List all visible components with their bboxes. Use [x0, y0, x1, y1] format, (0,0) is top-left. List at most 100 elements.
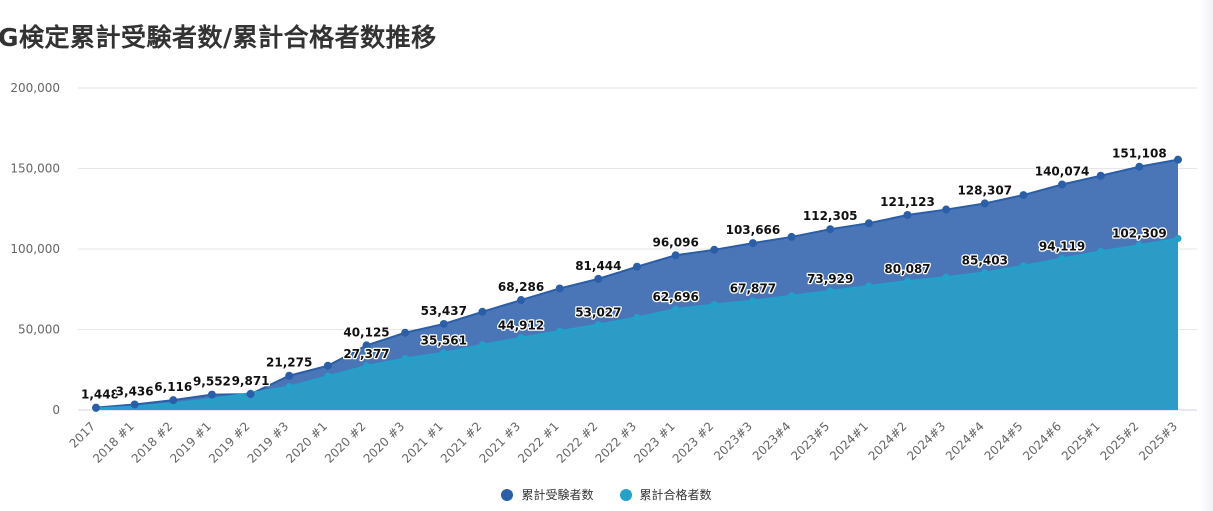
- data-point-passers: [942, 273, 950, 281]
- y-tick-label: 0: [52, 403, 60, 417]
- y-tick-label: 50,000: [18, 323, 60, 337]
- data-point-passers: [904, 277, 911, 285]
- data-point-passers: [1097, 247, 1105, 255]
- data-point-passers: [1058, 254, 1066, 262]
- y-tick-label: 200,000: [10, 81, 60, 95]
- x-tick-label: 2024#4: [943, 419, 987, 463]
- x-tick-label: 2024#5: [982, 419, 1026, 463]
- data-point-passers: [981, 269, 989, 277]
- data-label-examinees: 21,275: [266, 356, 312, 370]
- data-point-examinees: [401, 328, 410, 337]
- legend-item-passers[interactable]: 累計合格者数: [619, 486, 712, 503]
- data-point-passers: [633, 313, 641, 321]
- data-point-passers: [401, 354, 409, 362]
- data-label-examinees: 68,286: [498, 280, 544, 294]
- data-label-examinees: 128,307: [957, 183, 1012, 197]
- legend-marker-passers: [619, 488, 632, 501]
- data-point-examinees: [92, 403, 100, 412]
- data-label-passers: 35,561: [421, 334, 467, 348]
- x-tick-label: 2024#3: [904, 419, 948, 463]
- data-point-examinees: [555, 284, 564, 293]
- x-tick-label: 2019 #2: [206, 419, 253, 466]
- x-tick-label: 2023 #2: [670, 419, 717, 466]
- y-tick-label: 150,000: [10, 162, 60, 176]
- x-tick-label: 2023#3: [711, 419, 755, 463]
- data-point-passers: [826, 287, 834, 295]
- x-tick-label: 2018 #1: [90, 419, 137, 466]
- data-point-examinees: [942, 205, 951, 214]
- x-tick-label: 2018 #2: [129, 419, 176, 466]
- data-point-passers: [478, 341, 486, 349]
- data-point-examinees: [903, 210, 912, 219]
- data-point-examinees: [671, 251, 680, 260]
- data-label-examinees: 121,123: [880, 195, 935, 209]
- data-label-passers: 85,403: [962, 254, 1008, 268]
- x-tick-label: 2024#1: [827, 419, 871, 463]
- data-label-passers: 73,929: [807, 272, 853, 286]
- data-point-examinees: [362, 341, 371, 350]
- x-tick-label: 2025#3: [1136, 419, 1180, 463]
- data-label-examinees: 96,096: [652, 235, 698, 249]
- x-tick-label: 2020 #3: [361, 419, 408, 466]
- data-label-passers: 67,877: [730, 282, 776, 296]
- x-tick-label: 2019 #3: [245, 419, 292, 466]
- legend-label-examinees: 累計受験者数: [521, 488, 594, 502]
- chart-title: G検定累計受験者数/累計合格者数推移: [0, 23, 437, 52]
- data-point-examinees: [169, 396, 178, 405]
- data-point-examinees: [285, 371, 294, 380]
- x-tick-label: 2022 #1: [515, 419, 562, 466]
- x-tick-label: 2021 #1: [399, 419, 446, 466]
- x-tick-label: 2021 #3: [476, 419, 523, 466]
- x-tick-label: 2023#4: [750, 419, 794, 463]
- data-point-examinees: [826, 225, 835, 234]
- data-label-examinees: 53,437: [421, 304, 467, 318]
- x-tick-label: 2020 #2: [322, 419, 369, 466]
- scrollbar-edge: [1199, 0, 1213, 511]
- data-point-passers: [672, 305, 680, 313]
- data-point-examinees: [748, 239, 757, 248]
- data-point-examinees: [1135, 162, 1144, 171]
- x-tick-label: 2019 #1: [167, 419, 214, 466]
- data-point-examinees: [246, 390, 255, 399]
- data-point-passers: [710, 301, 718, 309]
- data-label-passers: 94,119: [1039, 239, 1085, 253]
- x-tick-label: 2022 #3: [592, 419, 639, 466]
- x-tick-label: 2025#2: [1097, 419, 1141, 463]
- data-point-passers: [440, 349, 448, 357]
- data-label-examinees: 40,125: [343, 325, 389, 339]
- legend-marker-examinees: [501, 488, 514, 501]
- data-point-examinees: [1096, 171, 1105, 180]
- data-point-passers: [324, 372, 332, 380]
- data-point-examinees: [980, 199, 989, 208]
- data-label-passers: 62,696: [652, 290, 698, 304]
- data-point-passers: [285, 383, 293, 391]
- legend-item-examinees[interactable]: 累計受験者数: [501, 486, 594, 503]
- data-point-passers: [517, 334, 525, 342]
- data-label-passers: 53,027: [575, 306, 621, 320]
- data-point-examinees: [478, 307, 487, 316]
- data-point-passers: [749, 297, 757, 305]
- x-tick-label: 2023#5: [788, 419, 832, 463]
- data-point-passers: [788, 292, 796, 300]
- data-label-examinees: 9,871: [232, 374, 270, 388]
- data-point-examinees: [787, 232, 796, 241]
- data-point-examinees: [207, 390, 216, 399]
- data-point-examinees: [594, 274, 603, 283]
- y-tick-label: 100,000: [10, 242, 60, 256]
- data-point-examinees: [323, 361, 332, 370]
- x-tick-label: 2023 #1: [631, 419, 678, 466]
- data-point-passers: [1135, 241, 1143, 249]
- x-tick-label: 2025#1: [1059, 419, 1103, 463]
- data-label-examinees: 112,305: [803, 209, 858, 223]
- data-label-passers: 102,309: [1112, 226, 1167, 240]
- legend-label-passers: 累計合格者数: [639, 488, 712, 502]
- data-label-examinees: 151,108: [1112, 147, 1167, 161]
- x-tick-label: 2021 #2: [438, 419, 485, 466]
- data-point-examinees: [1174, 155, 1182, 164]
- data-point-passers: [363, 362, 370, 370]
- data-label-examinees: 140,074: [1035, 164, 1090, 178]
- data-point-examinees: [1019, 191, 1028, 200]
- x-tick-label: 2024#6: [1020, 419, 1064, 463]
- x-tick-label: 2020 #1: [283, 419, 330, 466]
